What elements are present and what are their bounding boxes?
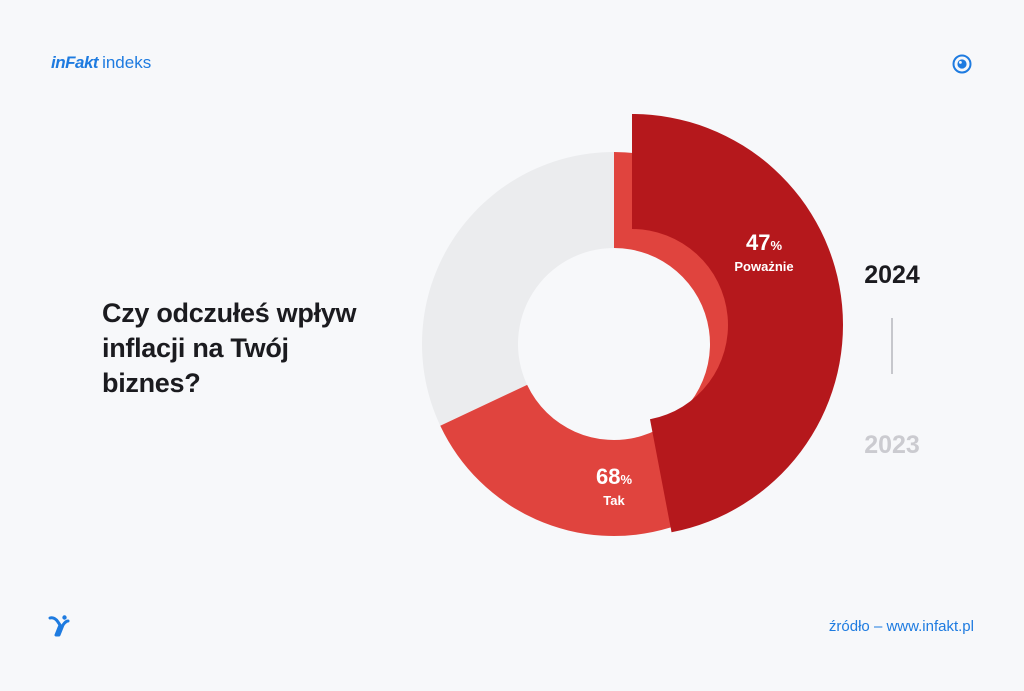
tak-value-unit: %	[620, 472, 632, 487]
powaznie-value-number: 47	[746, 230, 770, 255]
data-label-powaznie-value: 47%	[746, 230, 782, 255]
year-2023[interactable]: 2023	[864, 431, 920, 459]
tak-value-number: 68	[596, 464, 620, 489]
source-link[interactable]: źródło – www.infakt.pl	[828, 618, 974, 635]
data-label-tak-value: 68%	[596, 464, 632, 489]
logo-product-text: indeks	[102, 53, 152, 72]
year-divider	[891, 318, 893, 374]
year-selector: 2024 2023	[850, 258, 934, 462]
powaznie-value-unit: %	[770, 238, 782, 253]
year-2024[interactable]: 2024	[864, 261, 920, 289]
chart-segment-powaznie	[632, 114, 844, 533]
eye-icon	[952, 54, 972, 74]
question-heading: Czy odczułeś wpływ inflacji na Twój bizn…	[102, 298, 357, 398]
logo-brand-text: inFakt	[51, 53, 99, 72]
chart-segment-remainder	[421, 152, 614, 426]
data-label-tak-name: Tak	[603, 493, 625, 508]
brand-logo: inFakt indeks	[51, 53, 151, 73]
data-label-powaznie-name: Poważnie	[734, 259, 793, 274]
bird-icon	[48, 615, 70, 637]
